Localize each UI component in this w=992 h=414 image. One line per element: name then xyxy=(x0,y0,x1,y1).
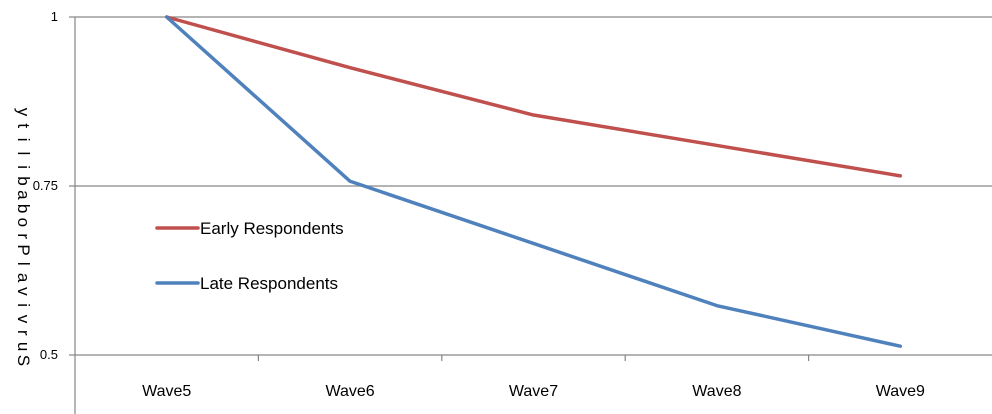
y-tick-label-1: 0.75 xyxy=(33,178,58,193)
series-line-0 xyxy=(164,15,903,178)
y-tick-label-2: 0.5 xyxy=(40,347,58,362)
y-axis-label-char-17: u xyxy=(14,342,33,351)
x-tick-label-4: Wave9 xyxy=(876,383,925,400)
y-axis-label-char-10: P xyxy=(14,244,33,255)
y-axis-label-char-5: b xyxy=(14,176,33,185)
y-axis-label-char-1: t xyxy=(14,123,33,128)
y-axis-label-char-15: v xyxy=(14,315,33,324)
series-layer xyxy=(164,15,903,348)
grid-layer xyxy=(75,16,992,356)
y-axis-label-char-9: r xyxy=(14,233,33,239)
y-axis-label-char-12: a xyxy=(14,273,33,283)
x-tick-label-3: Wave8 xyxy=(692,383,741,400)
y-tick-label-0: 1 xyxy=(51,9,58,24)
y-axis-label-char-13: v xyxy=(14,287,33,296)
x-tick-label-2: Wave7 xyxy=(509,383,558,400)
y-axis-label-char-11: l xyxy=(14,262,33,266)
y-axis-label-char-7: b xyxy=(14,204,33,213)
y-axis-label-char-6: a xyxy=(14,190,33,200)
x-tick-label-0: Wave5 xyxy=(142,383,191,400)
y-axis-label-char-0: y xyxy=(14,108,33,117)
y-axis-label-char-4: i xyxy=(14,165,33,169)
x-tick-label-1: Wave6 xyxy=(325,383,374,400)
y-axis-label-char-14: i xyxy=(14,303,33,307)
y-axis-label-char-3: l xyxy=(14,152,33,156)
y-axis-label-char-2: i xyxy=(14,138,33,142)
y-axis-label-char-16: r xyxy=(14,330,33,336)
y-axis-label-char-8: o xyxy=(14,218,33,227)
y-axis-label-char-18: S xyxy=(14,355,33,366)
legend-label-1: Late Respondents xyxy=(200,274,338,293)
legend-label-0: Early Respondents xyxy=(200,219,344,238)
axis-layer: 1 0.75 0.5 Wave5 Wave6 Wave7 Wave8 Wave9 xyxy=(33,9,925,414)
series-line-1 xyxy=(164,15,903,348)
legend: Early Respondents Late Respondents xyxy=(155,219,344,293)
